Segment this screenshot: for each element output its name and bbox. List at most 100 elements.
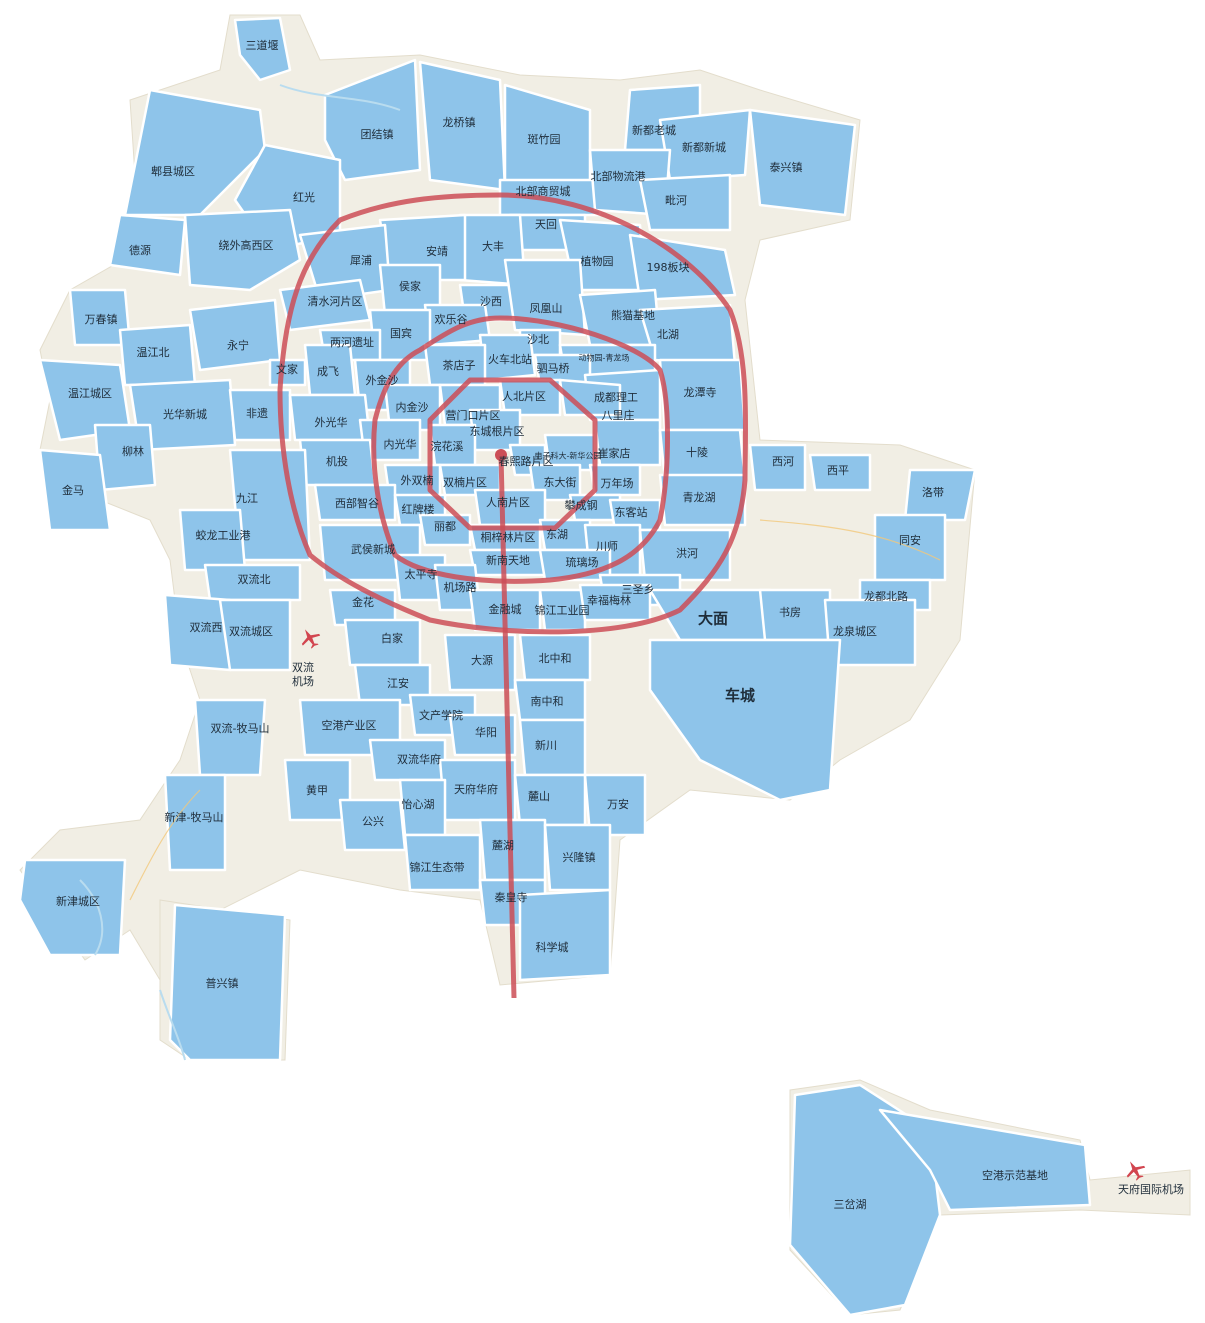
district-label: 泰兴镇 xyxy=(770,160,803,174)
district-label: 双楠片区 xyxy=(443,475,487,489)
district-label: 东湖 xyxy=(546,528,568,541)
third-ring-road xyxy=(277,192,749,635)
district-label: 新都新城 xyxy=(682,140,726,154)
district-label: 川师 xyxy=(596,540,618,553)
district-label: 清水河片区 xyxy=(308,295,363,308)
district-label: 太平寺 xyxy=(405,568,438,581)
district-label: 两河遗址 xyxy=(330,335,374,349)
district-label: 万春镇 xyxy=(85,312,118,326)
district-label: 万年场 xyxy=(601,476,634,490)
district-label: 安靖 xyxy=(426,244,448,258)
district-label: 北部物流港 xyxy=(591,169,646,183)
district-label: 书房 xyxy=(779,606,801,619)
district-label: 黄甲 xyxy=(306,783,328,797)
district-label: 公兴 xyxy=(362,815,384,828)
district-label: 三圣乡 xyxy=(622,583,655,596)
district-label: 国宾 xyxy=(390,326,412,340)
district-label: 西平 xyxy=(827,464,849,477)
district-label: 德源 xyxy=(129,243,151,257)
district-label: 车城 xyxy=(725,687,755,705)
district-label: 北部商贸城 xyxy=(516,184,571,198)
district-label: 红光 xyxy=(293,190,315,204)
airplane-icon xyxy=(301,629,321,649)
district-label: 郫县城区 xyxy=(151,164,195,178)
district-label: 机投 xyxy=(326,454,348,468)
district-label: 茶店子 xyxy=(443,358,476,372)
district-label: 空港产业区 xyxy=(322,718,377,732)
airport-label: 双流 xyxy=(292,660,314,674)
district-label: 华阳 xyxy=(475,725,497,739)
district-label: 万安 xyxy=(607,797,629,811)
district-label: 凤凰山 xyxy=(530,302,563,315)
airport-label: 机场 xyxy=(292,674,314,688)
district-label: 八里庄 xyxy=(602,408,635,422)
district-label: 九江 xyxy=(236,492,258,505)
district-label: 天回 xyxy=(535,218,557,231)
district-label: 麓山 xyxy=(528,790,550,803)
district-label: 斑竹园 xyxy=(528,132,561,146)
district-label: 动物园-青龙场 xyxy=(579,353,630,363)
district-label: 柳林 xyxy=(122,444,144,458)
district-label: 植物园 xyxy=(581,254,614,268)
district-label: 怡心湖 xyxy=(402,797,435,811)
district-label: 东大街 xyxy=(544,475,577,489)
district-label: 温江北 xyxy=(137,346,170,359)
district-label: 外双楠 xyxy=(401,473,434,487)
airport-label: 天府国际机场 xyxy=(1118,1182,1184,1196)
city-center-marker xyxy=(495,449,507,461)
district-label: 大源 xyxy=(471,653,493,667)
district-label: 龙桥镇 xyxy=(443,115,476,129)
district-label: 桐梓林片区 xyxy=(481,530,536,544)
district-label: 幸福梅林 xyxy=(587,593,631,607)
district-label: 空港示范基地 xyxy=(982,1168,1048,1182)
district-label: 机场路 xyxy=(444,580,477,594)
district-label: 琉璃场 xyxy=(566,555,599,569)
district-label: 新南天地 xyxy=(486,553,530,567)
district-label: 新津-牧马山 xyxy=(165,810,224,824)
district-label: 成都理工 xyxy=(594,391,638,404)
district-label: 东客站 xyxy=(615,505,648,519)
district-label: 攀成钢 xyxy=(565,499,598,512)
district-label: 文产学院 xyxy=(419,708,463,722)
district-label: 双流-牧马山 xyxy=(211,721,270,735)
district-label: 沙西 xyxy=(480,295,502,308)
district-label: 白家 xyxy=(381,631,403,645)
district-label: 双流西 xyxy=(190,620,223,634)
district-label: 文家 xyxy=(276,362,298,376)
district-label: 犀浦 xyxy=(350,254,372,267)
district-label: 营门口片区 xyxy=(446,408,501,422)
district-label: 新津城区 xyxy=(56,894,100,908)
district-label: 普兴镇 xyxy=(206,976,239,990)
ring-roads xyxy=(277,192,749,999)
district-label: 毗河 xyxy=(665,194,687,207)
district-label: 兴隆镇 xyxy=(563,850,596,864)
district-label: 青龙湖 xyxy=(683,491,716,504)
district-label: 内光华 xyxy=(384,437,417,451)
district-label: 欢乐谷 xyxy=(435,312,468,326)
district-label: 非遗 xyxy=(246,406,268,420)
district-label: 红牌楼 xyxy=(402,502,435,516)
district-label: 北湖 xyxy=(657,328,679,341)
district-label: 科学城 xyxy=(536,940,569,954)
district-label: 龙都北路 xyxy=(864,590,908,603)
district-label: 光华新城 xyxy=(163,407,207,421)
district-label: 外光华 xyxy=(315,415,348,429)
district-label: 西部智谷 xyxy=(335,496,379,510)
district-label: 永宁 xyxy=(227,338,249,352)
district-label: 北中和 xyxy=(539,652,572,665)
district-label: 人北片区 xyxy=(502,390,546,403)
district-label: 外金沙 xyxy=(366,373,399,387)
district-label: 武侯新城 xyxy=(351,542,395,556)
district-label: 198板块 xyxy=(647,260,690,274)
district-label: 同安 xyxy=(899,533,921,547)
district-label: 新川 xyxy=(535,738,557,752)
district-label: 十陵 xyxy=(686,445,708,459)
district-label: 双流华府 xyxy=(397,752,441,766)
district-label: 火车北站 xyxy=(488,352,532,366)
district-label: 东城根片区 xyxy=(470,424,525,438)
district-label: 丽都 xyxy=(434,520,456,533)
district-label: 龙泉城区 xyxy=(833,624,877,638)
district-label: 麓湖 xyxy=(492,839,514,852)
